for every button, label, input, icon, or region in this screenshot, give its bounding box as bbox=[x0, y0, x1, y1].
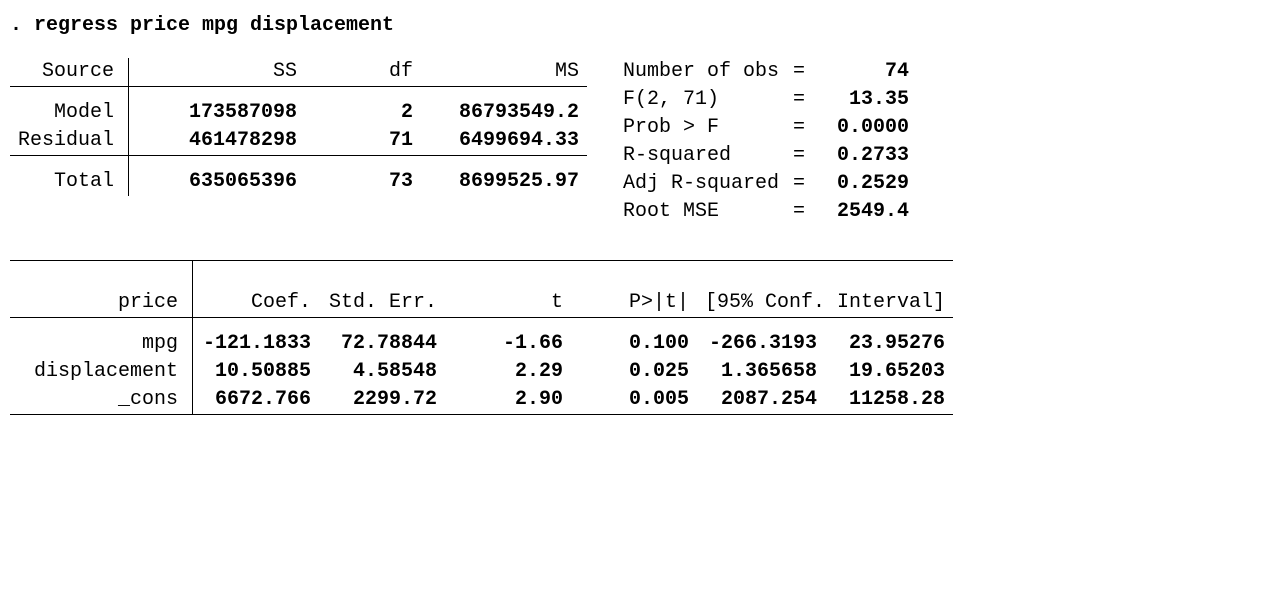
equals-sign: = bbox=[785, 142, 813, 170]
stat-f-value: 13.35 bbox=[813, 86, 915, 114]
anova-model-row: Model 173587098 2 86793549.2 bbox=[10, 99, 587, 127]
anova-residual-label: Residual bbox=[10, 127, 129, 156]
stat-adjr2-value: 0.2529 bbox=[813, 170, 915, 198]
anova-model-ss: 173587098 bbox=[129, 99, 306, 127]
coef-mpg-lo: -266.3193 bbox=[697, 330, 825, 358]
model-stats-table: Number of obs = 74 F(2, 71) = 13.35 Prob… bbox=[617, 58, 915, 226]
stat-rmse-value: 2549.4 bbox=[813, 198, 915, 226]
anova-table: Source SS df MS Model 173587098 2 867935… bbox=[10, 58, 587, 196]
stat-adjr2-label: Adj R-squared bbox=[617, 170, 785, 198]
stat-nobs-value: 74 bbox=[813, 58, 915, 86]
anova-model-ms: 86793549.2 bbox=[421, 99, 587, 127]
coef-header-t: t bbox=[445, 289, 571, 318]
anova-and-stats-block: Source SS df MS Model 173587098 2 867935… bbox=[10, 58, 1258, 226]
coef-header-coef: Coef. bbox=[193, 289, 320, 318]
anova-residual-row: Residual 461478298 71 6499694.33 bbox=[10, 127, 587, 156]
anova-residual-ss: 461478298 bbox=[129, 127, 306, 156]
coef-mpg-se: 72.78844 bbox=[319, 330, 445, 358]
coef-header-row: price Coef. Std. Err. t P>|t| [95% Conf.… bbox=[10, 289, 953, 318]
stat-probf-label: Prob > F bbox=[617, 114, 785, 142]
stat-rmse-label: Root MSE bbox=[617, 198, 785, 226]
anova-total-row: Total 635065396 73 8699525.97 bbox=[10, 168, 587, 196]
anova-total-label: Total bbox=[10, 168, 129, 196]
coef-cons-se: 2299.72 bbox=[319, 386, 445, 415]
equals-sign: = bbox=[785, 86, 813, 114]
stat-probf: Prob > F = 0.0000 bbox=[617, 114, 915, 142]
coef-disp-p: 0.025 bbox=[571, 358, 697, 386]
coef-cons-lo: 2087.254 bbox=[697, 386, 825, 415]
coef-spacer-mid bbox=[10, 318, 953, 331]
coef-disp-hi: 19.65203 bbox=[825, 358, 953, 386]
coef-row-cons: _cons 6672.766 2299.72 2.90 0.005 2087.2… bbox=[10, 386, 953, 415]
anova-header-df: df bbox=[305, 58, 421, 87]
stat-f: F(2, 71) = 13.35 bbox=[617, 86, 915, 114]
stata-command: . regress price mpg displacement bbox=[10, 12, 1258, 40]
anova-model-df: 2 bbox=[305, 99, 421, 127]
coef-cons-label: _cons bbox=[10, 386, 193, 415]
equals-sign: = bbox=[785, 58, 813, 86]
coef-row-mpg: mpg -121.1833 72.78844 -1.66 0.100 -266.… bbox=[10, 330, 953, 358]
coef-disp-se: 4.58548 bbox=[319, 358, 445, 386]
coef-spacer-top bbox=[10, 261, 953, 290]
anova-header-row: Source SS df MS bbox=[10, 58, 587, 87]
coef-disp-lo: 1.365658 bbox=[697, 358, 825, 386]
coef-cons-coef: 6672.766 bbox=[193, 386, 320, 415]
coef-row-disp: displacement 10.50885 4.58548 2.29 0.025… bbox=[10, 358, 953, 386]
coef-mpg-hi: 23.95276 bbox=[825, 330, 953, 358]
stat-rmse: Root MSE = 2549.4 bbox=[617, 198, 915, 226]
anova-header-source: Source bbox=[10, 58, 129, 87]
anova-total-ss: 635065396 bbox=[129, 168, 306, 196]
anova-residual-df: 71 bbox=[305, 127, 421, 156]
anova-spacer-2 bbox=[10, 156, 587, 169]
coef-mpg-coef: -121.1833 bbox=[193, 330, 320, 358]
coef-header-p: P>|t| bbox=[571, 289, 697, 318]
equals-sign: = bbox=[785, 114, 813, 142]
coef-header-ci: [95% Conf. Interval] bbox=[697, 289, 953, 318]
stat-adjr2: Adj R-squared = 0.2529 bbox=[617, 170, 915, 198]
stat-r2-label: R-squared bbox=[617, 142, 785, 170]
stat-nobs-label: Number of obs bbox=[617, 58, 785, 86]
equals-sign: = bbox=[785, 170, 813, 198]
coef-disp-t: 2.29 bbox=[445, 358, 571, 386]
stat-nobs: Number of obs = 74 bbox=[617, 58, 915, 86]
coef-cons-t: 2.90 bbox=[445, 386, 571, 415]
coef-disp-label: displacement bbox=[10, 358, 193, 386]
stat-f-label: F(2, 71) bbox=[617, 86, 785, 114]
anova-total-df: 73 bbox=[305, 168, 421, 196]
coef-cons-hi: 11258.28 bbox=[825, 386, 953, 415]
coef-mpg-label: mpg bbox=[10, 330, 193, 358]
coef-depvar: price bbox=[10, 289, 193, 318]
anova-total-ms: 8699525.97 bbox=[421, 168, 587, 196]
anova-model-label: Model bbox=[10, 99, 129, 127]
stat-r2: R-squared = 0.2733 bbox=[617, 142, 915, 170]
anova-header-ss: SS bbox=[129, 58, 306, 87]
equals-sign: = bbox=[785, 198, 813, 226]
anova-residual-ms: 6499694.33 bbox=[421, 127, 587, 156]
stat-r2-value: 0.2733 bbox=[813, 142, 915, 170]
coef-mpg-t: -1.66 bbox=[445, 330, 571, 358]
anova-spacer bbox=[10, 87, 587, 100]
stat-probf-value: 0.0000 bbox=[813, 114, 915, 142]
coef-disp-coef: 10.50885 bbox=[193, 358, 320, 386]
coefficients-table: price Coef. Std. Err. t P>|t| [95% Conf.… bbox=[10, 260, 953, 415]
anova-header-ms: MS bbox=[421, 58, 587, 87]
coef-header-se: Std. Err. bbox=[319, 289, 445, 318]
coef-cons-p: 0.005 bbox=[571, 386, 697, 415]
coef-mpg-p: 0.100 bbox=[571, 330, 697, 358]
